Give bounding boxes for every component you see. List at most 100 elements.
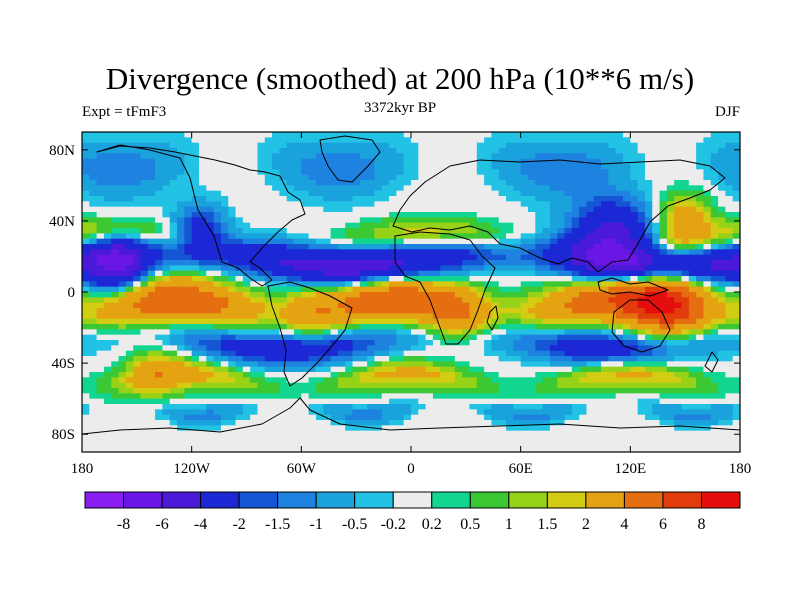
field-cell xyxy=(718,345,726,352)
field-cell xyxy=(352,388,361,394)
field-cell xyxy=(688,292,697,298)
field-cell xyxy=(542,292,551,298)
field-cell xyxy=(155,196,164,202)
field-cell xyxy=(396,281,405,288)
field-cell xyxy=(169,169,178,176)
field-cell xyxy=(447,137,456,144)
field-cell xyxy=(301,414,310,421)
field-cell xyxy=(103,148,112,154)
field-cell xyxy=(191,286,200,293)
field-cell xyxy=(155,356,164,362)
field-cell xyxy=(177,398,185,405)
field-cell xyxy=(140,292,149,298)
field-cell xyxy=(718,382,726,389)
field-cell xyxy=(688,142,697,149)
field-cell xyxy=(542,350,551,357)
field-cell xyxy=(469,212,478,218)
field-cell xyxy=(89,302,98,309)
field-cell xyxy=(147,302,156,309)
field-cell xyxy=(352,265,361,272)
field-cell xyxy=(615,164,624,170)
field-cell xyxy=(272,425,280,432)
field-cell xyxy=(279,169,288,176)
field-cell xyxy=(527,132,536,138)
field-cell xyxy=(228,366,237,373)
field-cell xyxy=(476,169,485,176)
field-cell xyxy=(228,286,237,293)
field-cell xyxy=(177,158,185,165)
field-cell xyxy=(96,164,105,170)
field-cell xyxy=(279,201,288,208)
field-cell xyxy=(527,217,536,224)
field-cell xyxy=(220,276,229,282)
field-cell xyxy=(535,345,544,352)
field-cell xyxy=(506,174,514,181)
field-cell xyxy=(345,196,354,202)
field-cell xyxy=(542,345,551,352)
field-cell xyxy=(133,425,142,432)
field-cell xyxy=(89,404,98,410)
field-cell xyxy=(257,201,266,208)
field-cell xyxy=(82,180,90,186)
field-cell xyxy=(198,350,207,357)
field-cell xyxy=(125,206,134,213)
field-cell xyxy=(462,366,471,373)
field-cell xyxy=(345,382,354,389)
field-cell xyxy=(418,132,427,138)
field-cell xyxy=(447,345,456,352)
field-cell xyxy=(184,404,193,410)
field-cell xyxy=(440,201,449,208)
field-cell xyxy=(498,302,507,309)
field-cell xyxy=(279,260,288,266)
field-cell xyxy=(264,190,273,197)
field-cell xyxy=(396,382,405,389)
field-cell xyxy=(381,414,390,421)
field-cell xyxy=(710,137,719,144)
field-cell xyxy=(644,265,653,272)
field-cell xyxy=(703,201,712,208)
field-cell xyxy=(323,276,332,282)
field-cell xyxy=(710,361,719,368)
field-cell xyxy=(732,174,740,181)
field-cell xyxy=(462,260,471,266)
field-cell xyxy=(250,334,259,341)
field-cell xyxy=(564,228,573,234)
field-cell xyxy=(571,324,580,330)
field-cell xyxy=(623,276,631,282)
field-cell xyxy=(535,382,544,389)
field-cell xyxy=(264,297,273,304)
field-cell xyxy=(432,361,441,368)
field-cell xyxy=(330,206,339,213)
field-cell xyxy=(484,137,493,144)
field-cell xyxy=(272,217,280,224)
field-cell xyxy=(177,377,185,384)
field-cell xyxy=(206,404,215,410)
field-cell xyxy=(527,302,536,309)
field-cell xyxy=(469,254,478,261)
field-cell xyxy=(447,244,456,250)
field-cell xyxy=(718,281,726,288)
field-cell xyxy=(140,185,149,192)
field-cell xyxy=(155,372,164,378)
field-cell xyxy=(732,212,740,218)
field-cell xyxy=(454,388,463,394)
field-cell xyxy=(718,372,726,378)
field-cell xyxy=(703,404,712,410)
field-cell xyxy=(345,318,354,325)
field-cell xyxy=(272,254,280,261)
field-cell xyxy=(345,361,354,368)
field-cell xyxy=(527,206,536,213)
field-cell xyxy=(411,308,419,314)
field-cell xyxy=(630,404,639,410)
field-cell xyxy=(440,372,449,378)
field-cell xyxy=(162,409,171,416)
field-cell xyxy=(703,334,712,341)
field-cell xyxy=(389,345,397,352)
field-cell xyxy=(235,366,244,373)
field-cell xyxy=(579,398,588,405)
field-cell xyxy=(425,276,434,282)
field-cell xyxy=(454,164,463,170)
field-cell xyxy=(681,185,690,192)
field-cell xyxy=(257,164,266,170)
field-cell xyxy=(125,302,134,309)
